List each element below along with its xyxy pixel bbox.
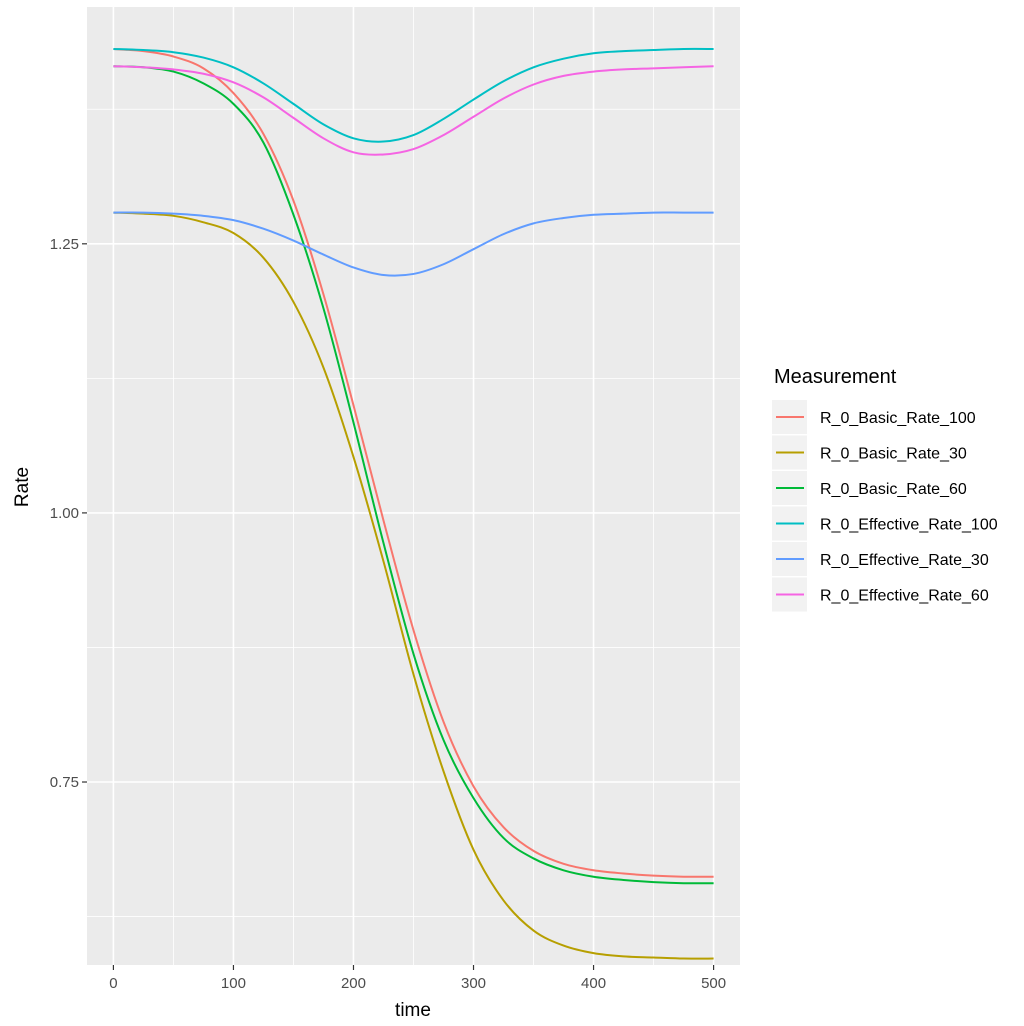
x-tick-label: 300 <box>461 975 486 992</box>
x-tick-label: 100 <box>221 975 246 992</box>
x-tick-labels: 0 100 200 300 400 500 <box>109 975 726 992</box>
legend-label-R_0_Basic_Rate_30: R_0_Basic_Rate_30 <box>820 446 967 463</box>
series-line-R_0_Effective_Rate_30 <box>113 211 714 277</box>
grid-major <box>87 7 740 965</box>
series-line-R_0_Basic_Rate_100 <box>113 47 714 878</box>
y-tick-label: 1.25 <box>50 236 79 253</box>
y-axis-title: Rate <box>12 467 33 507</box>
x-tick-label: 0 <box>109 975 117 992</box>
series-line-R_0_Basic_Rate_60 <box>113 65 714 885</box>
axis-ticks <box>82 243 715 970</box>
series-line-R_0_Effective_Rate_60 <box>113 65 714 156</box>
legend-label-R_0_Effective_Rate_60: R_0_Effective_Rate_60 <box>820 588 989 605</box>
y-tick-label: 0.75 <box>50 774 79 791</box>
legend-label-R_0_Basic_Rate_60: R_0_Basic_Rate_60 <box>820 481 967 498</box>
legend: Measurement R_0_Basic_Rate_100R_0_Basic_… <box>772 366 998 612</box>
x-axis-title: time <box>395 1000 431 1021</box>
legend-title: Measurement <box>774 366 897 388</box>
y-tick-label: 1.00 <box>50 505 79 522</box>
series-line-R_0_Effective_Rate_100 <box>113 47 714 143</box>
grid-minor <box>87 7 740 965</box>
legend-label-R_0_Basic_Rate_100: R_0_Basic_Rate_100 <box>820 410 976 427</box>
series-lines <box>113 47 714 960</box>
legend-label-R_0_Effective_Rate_30: R_0_Effective_Rate_30 <box>820 552 989 569</box>
x-tick-label: 500 <box>701 975 726 992</box>
y-tick-labels: 0.75 1.00 1.25 <box>50 236 79 791</box>
x-tick-label: 200 <box>341 975 366 992</box>
x-tick-label: 400 <box>581 975 606 992</box>
legend-label-R_0_Effective_Rate_100: R_0_Effective_Rate_100 <box>820 517 998 534</box>
series-line-R_0_Basic_Rate_30 <box>113 211 714 960</box>
legend-items: R_0_Basic_Rate_100 R_0_Basic_Rate_30 R_0_B… <box>772 400 998 612</box>
